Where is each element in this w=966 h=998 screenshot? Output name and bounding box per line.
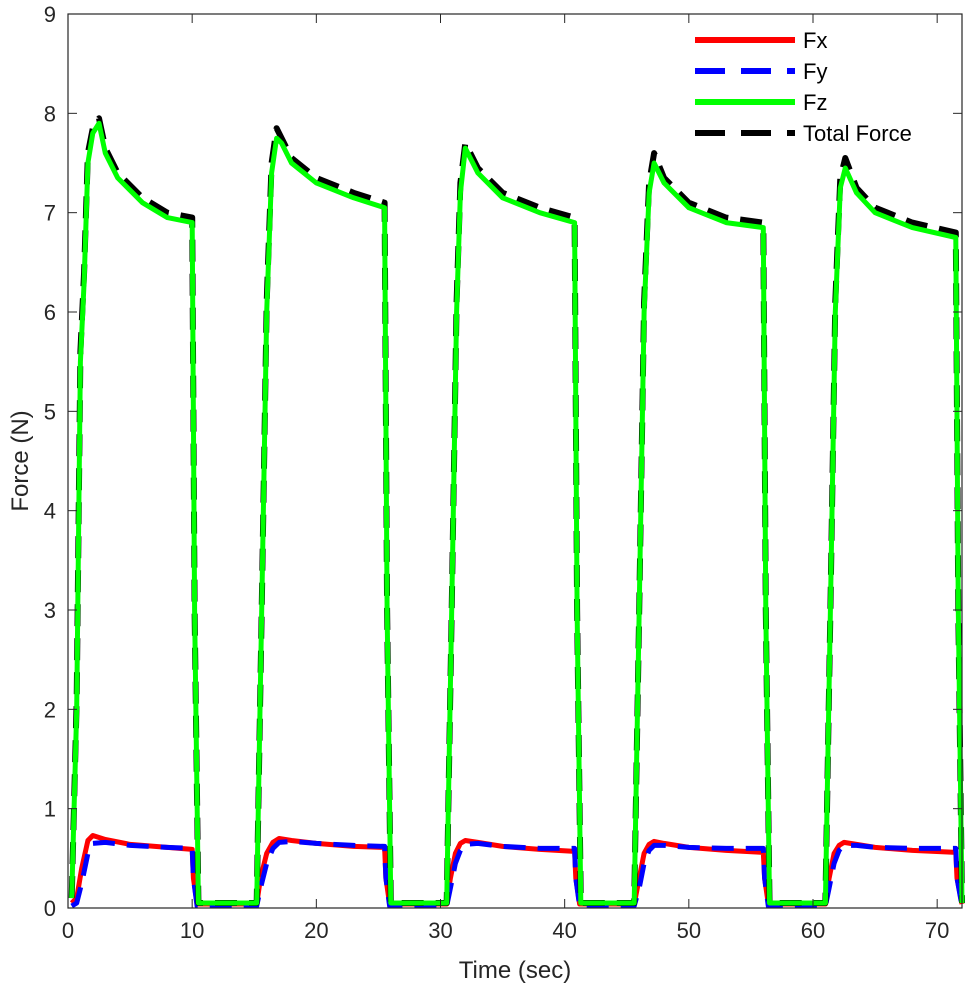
y-axis-label: Force (N) [7,410,34,511]
y-tick-label: 2 [44,697,56,722]
x-tick-label: 40 [552,918,576,943]
series-line-fz [69,120,965,906]
y-tick-label: 9 [44,2,56,27]
y-tick-label: 8 [44,101,56,126]
y-tick-label: 5 [44,399,56,424]
axis-ticks: 0 10 20 30 40 50 60 70 0 1 2 3 4 5 6 7 8 9 [44,2,962,943]
y-tick-label: 0 [44,896,56,921]
y-tick-label: 3 [44,598,56,623]
legend-label: Total Force [803,121,912,146]
legend: Fx Fy Fz Total Force [695,28,912,146]
plot-area-border [67,13,963,909]
y-tick-label: 7 [44,201,56,226]
legend-label: Fy [803,59,827,84]
x-tick-label: 50 [677,918,701,943]
series-layer [68,115,965,909]
y-tick-label: 1 [44,797,56,822]
y-tick-label: 4 [44,499,56,524]
x-axis-label: Time (sec) [459,957,571,984]
x-tick-label: 0 [62,918,74,943]
legend-label: Fz [803,90,827,115]
series-line-fy [70,838,965,909]
x-tick-label: 30 [428,918,452,943]
x-tick-label: 10 [180,918,204,943]
legend-label: Fx [803,28,827,53]
x-tick-label: 60 [801,918,825,943]
x-tick-label: 20 [304,918,328,943]
x-tick-label: 70 [925,918,949,943]
y-tick-label: 6 [44,300,56,325]
